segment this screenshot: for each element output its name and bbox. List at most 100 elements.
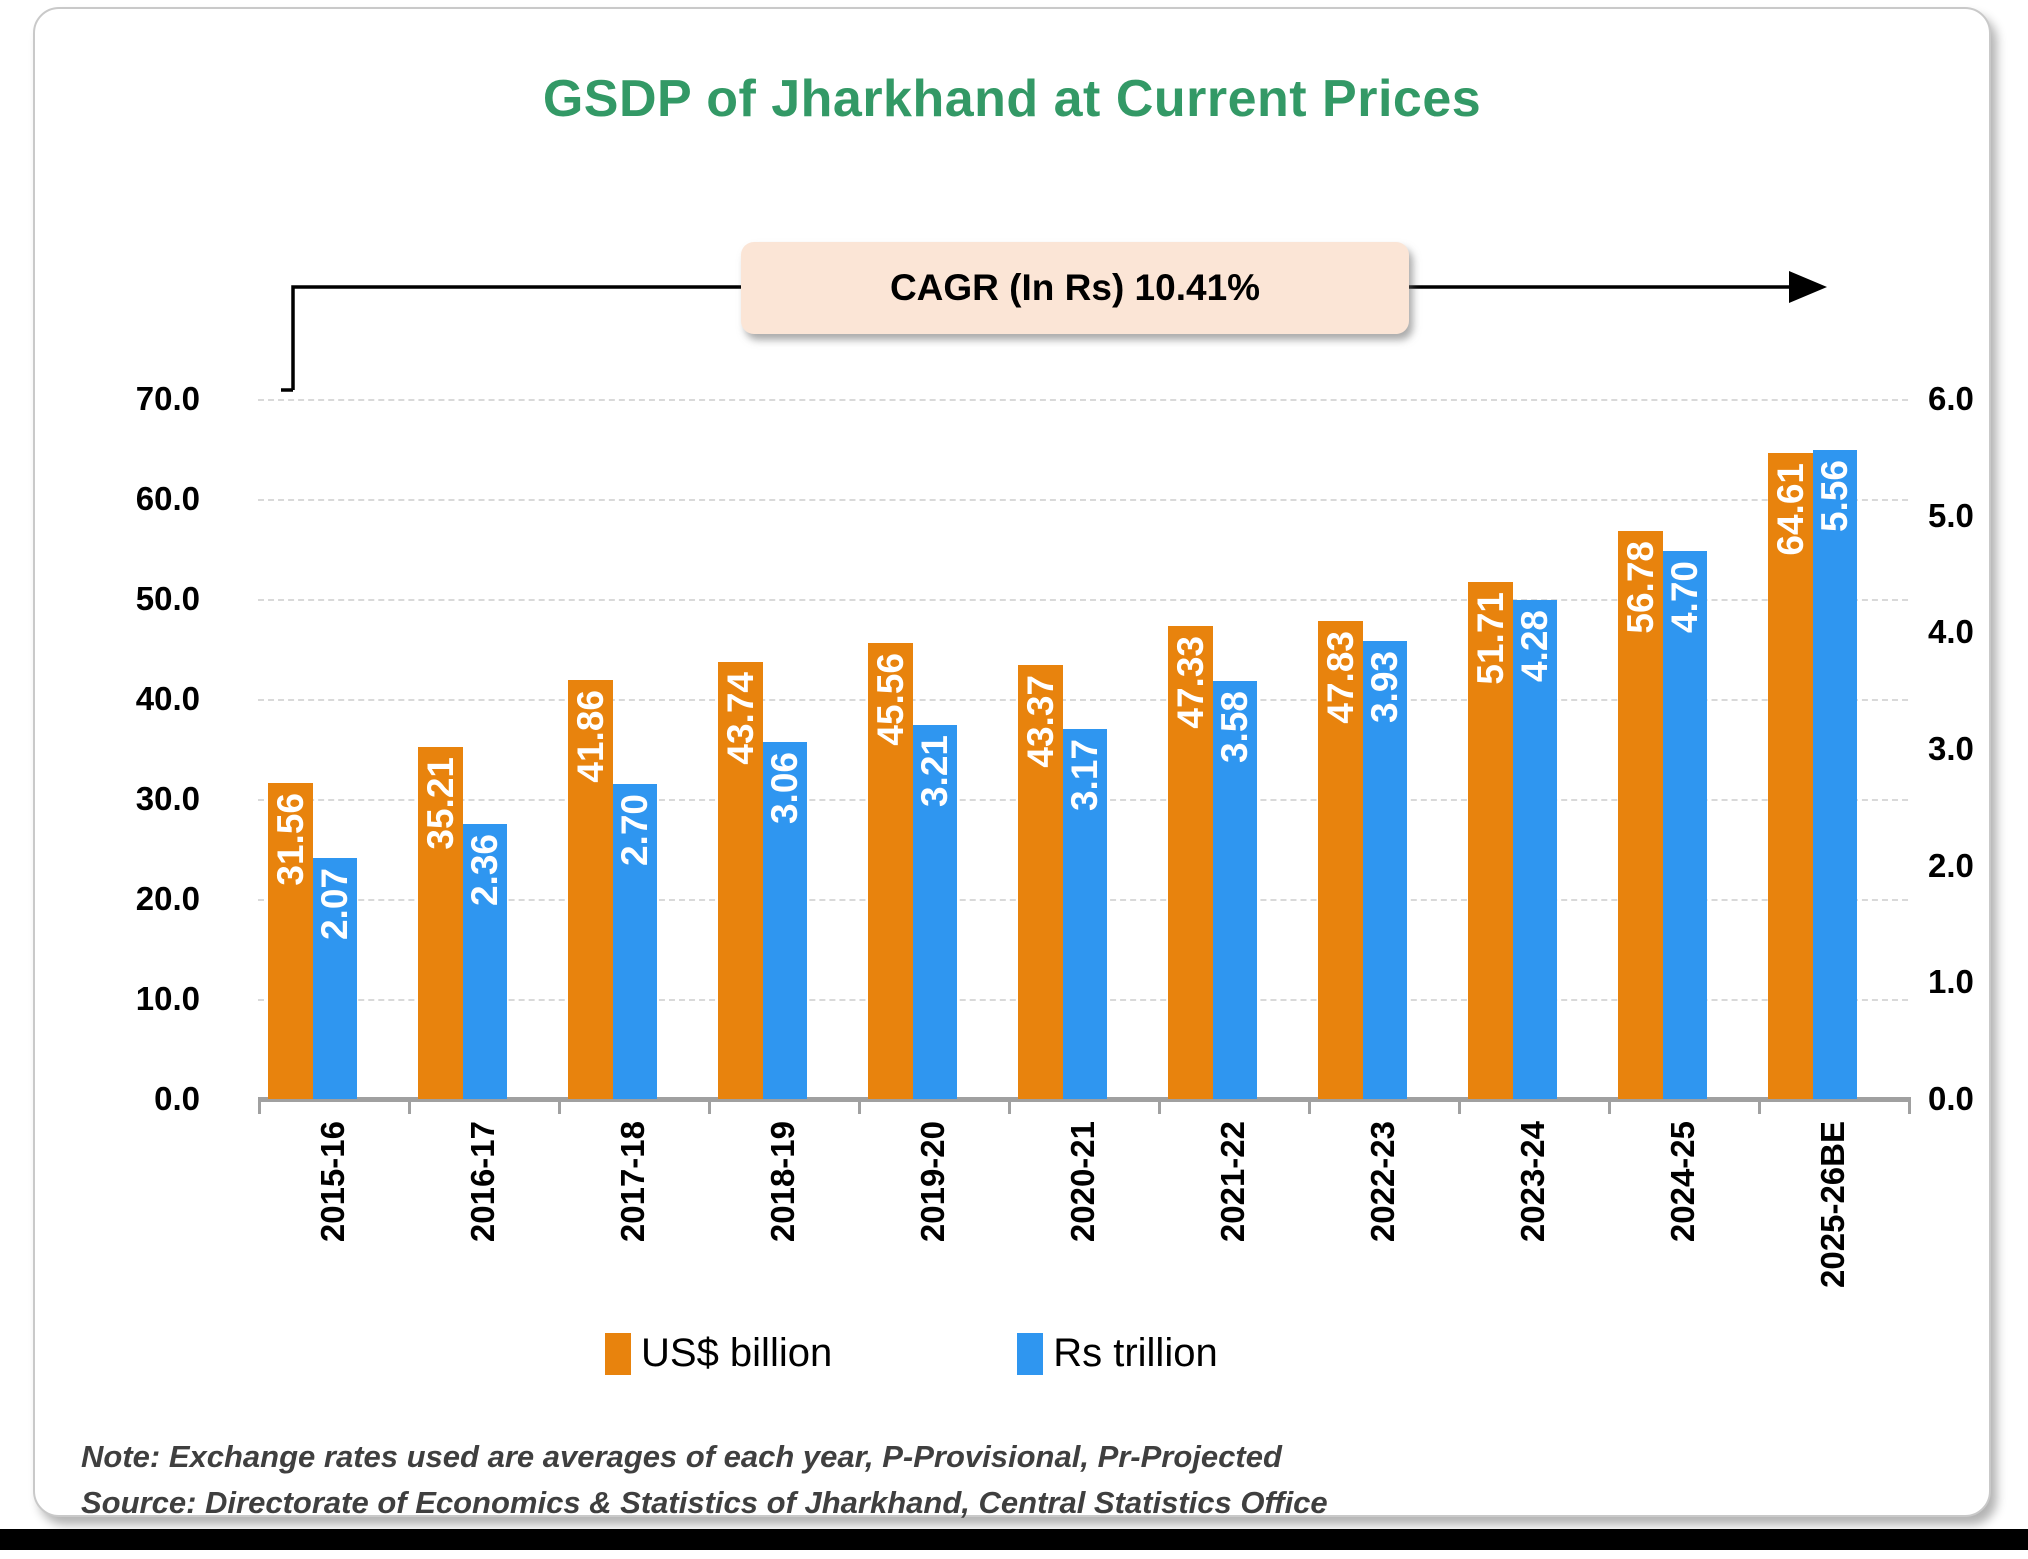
bar-value-label: 31.56 <box>268 793 313 886</box>
x-axis-category-text: 2021-22 <box>1214 1121 1251 1243</box>
x-axis-category-label: 2024-25 <box>1608 1121 1758 1242</box>
x-axis-category-label: 2021-22 <box>1158 1121 1308 1242</box>
left-axis-tick-label: 10.0 <box>135 980 200 1017</box>
x-axis-tick <box>558 1097 561 1114</box>
bar-us-billion-2015-16 <box>268 783 313 1099</box>
bar-value-label: 5.56 <box>1813 460 1857 532</box>
footer-source: Source: Directorate of Economics & Stati… <box>81 1485 1328 1520</box>
bar-value-label: 43.37 <box>1018 675 1063 768</box>
chart-title: GSDP of Jharkhand at Current Prices <box>542 70 1482 128</box>
x-axis-category-text: 2017-18 <box>614 1121 651 1243</box>
bar-us-billion-2017-18 <box>568 680 613 1099</box>
legend: US$ billion Rs trillion <box>605 1331 1218 1376</box>
x-axis-category-text: 2022-23 <box>1364 1121 1401 1243</box>
legend-marker-orange <box>605 1332 631 1375</box>
bar-value-label: 3.58 <box>1213 691 1257 763</box>
footer-note: Note: Exchange rates used are averages o… <box>81 1439 1282 1474</box>
x-axis-category-label: 2016-17 <box>408 1121 558 1242</box>
bar-value-label: 47.33 <box>1168 636 1213 729</box>
bar-value-text: 64.61 <box>1769 462 1811 556</box>
bar-rs-trillion-2020-21 <box>1063 729 1107 1099</box>
bar-value-text: 4.70 <box>1664 560 1705 633</box>
bar-value-label: 2.70 <box>613 794 657 866</box>
bar-value-label: 3.06 <box>763 752 807 824</box>
bar-value-text: 31.56 <box>269 793 311 886</box>
x-axis-category-text: 2019-20 <box>914 1121 951 1243</box>
bar-value-text: 3.21 <box>914 734 955 807</box>
x-axis-tick <box>1758 1097 1761 1114</box>
bar-value-text: 2.70 <box>614 794 655 867</box>
x-axis-category-label: 2023-24 <box>1458 1121 1608 1242</box>
bar-us-billion-2022-23 <box>1318 620 1363 1099</box>
x-axis-tick <box>858 1097 861 1114</box>
bar-us-billion-2016-17 <box>418 746 463 1099</box>
x-axis-tick <box>1308 1097 1311 1114</box>
cagr-annotation-box: CAGR (In Rs) 10.41% <box>741 242 1409 334</box>
bar-value-label: 51.71 <box>1468 592 1513 685</box>
bar-value-label: 47.83 <box>1318 631 1363 724</box>
bar-us-billion-2024-25 <box>1618 531 1663 1099</box>
x-axis-category-text: 2015-16 <box>314 1121 351 1243</box>
bar-value-label: 43.74 <box>718 672 763 765</box>
x-axis-category-text: 2024-25 <box>1664 1121 1701 1243</box>
legend-item-us-billion: US$ billion <box>605 1331 832 1376</box>
bottom-black-strip <box>0 1529 2028 1550</box>
bar-value-text: 51.71 <box>1469 591 1511 685</box>
bar-value-label: 41.86 <box>568 690 613 783</box>
right-axis-tick-label: 1.0 <box>1928 963 1974 1001</box>
gridline <box>258 699 1908 701</box>
bar-value-text: 3.93 <box>1364 650 1405 723</box>
bar-rs-trillion-2024-25 <box>1663 550 1707 1099</box>
bar-rs-trillion-2022-23 <box>1363 640 1407 1099</box>
bar-rs-trillion-2019-20 <box>913 724 957 1099</box>
bar-us-billion-2023-24 <box>1468 581 1513 1099</box>
bar-us-billion-2025-26BE <box>1768 452 1813 1099</box>
gridline <box>258 399 1908 401</box>
left-axis-tick-label: 60.0 <box>135 480 200 517</box>
bar-value-label: 2.36 <box>463 834 507 906</box>
bar-rs-trillion-2021-22 <box>1213 681 1257 1099</box>
bar-us-billion-2018-19 <box>718 661 763 1099</box>
x-axis-category-text: 2018-19 <box>764 1121 801 1243</box>
x-axis-category-label: 2019-20 <box>858 1121 1008 1242</box>
bar-value-label: 3.21 <box>913 735 957 807</box>
x-axis-category-text: 2016-17 <box>464 1121 501 1243</box>
legend-item-rs-trillion: Rs trillion <box>1017 1331 1218 1376</box>
legend-label-rs-trillion: Rs trillion <box>1053 1331 1218 1375</box>
bar-value-text: 2.36 <box>464 833 505 906</box>
bar-rs-trillion-2023-24 <box>1513 599 1557 1099</box>
chart-card: GSDP of Jharkhand at Current Prices CAGR… <box>33 7 1991 1520</box>
right-axis-tick-label: 3.0 <box>1928 730 1974 767</box>
bar-value-text: 47.83 <box>1319 630 1361 724</box>
left-axis-tick-label: 50.0 <box>135 580 200 617</box>
x-axis-category-text: 2025-26BE <box>1814 1121 1851 1288</box>
gridline <box>258 599 1908 601</box>
bar-value-text: 43.74 <box>719 671 761 765</box>
bar-rs-trillion-2018-19 <box>763 742 807 1099</box>
x-axis-line <box>258 1097 1910 1102</box>
left-axis-tick-label: 20.0 <box>135 880 200 917</box>
x-axis-category-text: 2023-24 <box>1514 1121 1551 1243</box>
bar-value-label: 3.17 <box>1063 739 1107 811</box>
bar-rs-trillion-2015-16 <box>313 857 357 1099</box>
bar-us-billion-2019-20 <box>868 643 913 1099</box>
bar-value-text: 4.28 <box>1514 609 1555 682</box>
bar-value-text: 41.86 <box>569 690 611 783</box>
bar-rs-trillion-2017-18 <box>613 784 657 1099</box>
x-axis-tick <box>258 1097 261 1114</box>
left-axis-tick-label: 0.0 <box>154 1080 200 1117</box>
bar-rs-trillion-2016-17 <box>463 823 507 1099</box>
bar-rs-trillion-2025-26BE <box>1813 450 1857 1099</box>
right-axis-tick-label: 2.0 <box>1928 846 1974 884</box>
x-axis-tick <box>708 1097 711 1114</box>
bar-value-text: 47.33 <box>1169 635 1211 729</box>
bar-value-text: 3.06 <box>764 752 805 825</box>
bar-value-text: 2.07 <box>314 867 355 940</box>
legend-marker-blue <box>1017 1332 1044 1375</box>
x-axis-category-label: 2018-19 <box>708 1121 858 1242</box>
bar-value-text: 35.21 <box>419 756 461 850</box>
bar-value-text: 3.58 <box>1214 691 1255 764</box>
right-axis-tick-label: 4.0 <box>1928 613 1974 651</box>
x-axis-tick <box>1458 1097 1461 1114</box>
gridline <box>258 499 1908 501</box>
